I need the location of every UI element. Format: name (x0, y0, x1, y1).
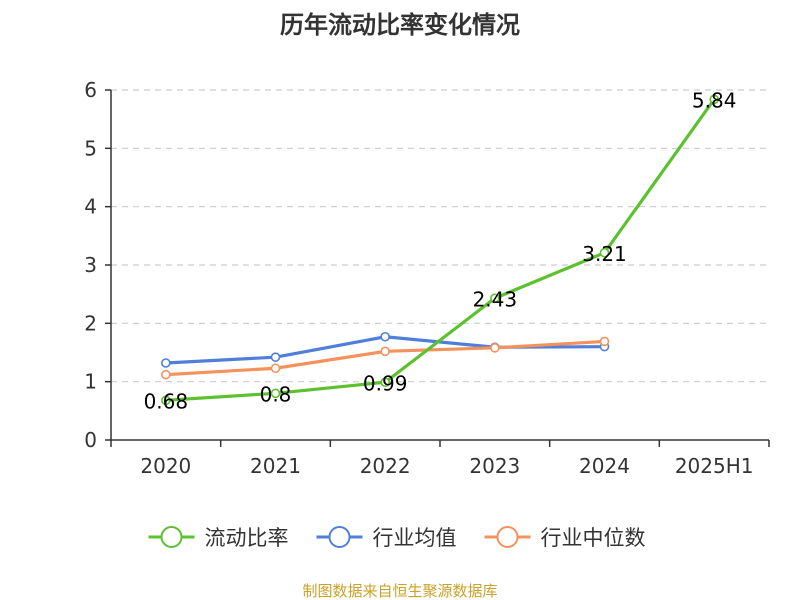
legend-label: 行业中位数 (541, 526, 646, 550)
data-point (490, 343, 500, 353)
legend-item-0[interactable]: 流动比率 (148, 526, 289, 550)
data-point (270, 352, 281, 362)
y-tick-label: 3 (84, 253, 97, 277)
data-label: 0.8 (260, 382, 292, 406)
x-tick-label: 2021 (250, 454, 301, 478)
data-point (380, 331, 390, 342)
data-point (270, 363, 281, 374)
series-line-0 (164, 97, 716, 402)
y-tick-label: 2 (84, 311, 97, 335)
data-point (599, 336, 610, 347)
axes (110, 90, 769, 441)
data-label: 0.68 (144, 389, 189, 413)
legend-item-1[interactable]: 行业均值 (316, 526, 457, 550)
y-tick-label: 1 (84, 370, 97, 394)
grid-lines (111, 89, 769, 383)
x-tick-label: 2023 (469, 454, 520, 478)
data-label: 3.21 (582, 242, 627, 266)
legend-marker (496, 526, 519, 548)
data-point (490, 293, 500, 304)
legend-label: 行业均值 (373, 526, 457, 550)
data-point (599, 247, 610, 258)
x-tick-label: 2022 (360, 454, 411, 478)
legend[interactable]: 流动比率 行业均值 行业中位数 (148, 526, 646, 550)
x-axis-ticks: 2020 2021 2022 2023 2024 2025H1 (110, 440, 770, 478)
y-axis-ticks: 0 1 2 3 4 5 6 (84, 78, 111, 452)
x-tick-label: 2024 (579, 454, 630, 478)
x-tick-label: 2020 (140, 454, 191, 478)
chart-title: 历年流动比率变化情况 (280, 11, 520, 39)
data-point (161, 369, 171, 380)
data-label: 0.99 (363, 371, 408, 395)
data-labels: 0.68 0.8 0.99 2.43 3.21 5.84 (144, 88, 737, 413)
legend-marker (160, 526, 183, 548)
data-point (380, 377, 390, 388)
y-tick-label: 0 (84, 428, 97, 452)
data-label: 5.84 (692, 88, 737, 112)
legend-item-2[interactable]: 行业中位数 (484, 526, 646, 550)
legend-marker (328, 526, 351, 548)
data-point (380, 346, 390, 357)
data-point (161, 395, 171, 406)
source-note: 制图数据来自恒生聚源数据库 (302, 582, 497, 600)
data-label: 2.43 (473, 287, 518, 311)
data-point (161, 358, 171, 368)
series-group (161, 94, 719, 406)
x-tick-label: 2025H1 (675, 454, 754, 478)
y-tick-label: 6 (84, 78, 97, 102)
legend-label: 流动比率 (205, 526, 289, 550)
data-point (709, 94, 719, 105)
data-point (270, 388, 281, 399)
y-tick-label: 5 (84, 136, 97, 160)
y-tick-label: 4 (84, 195, 97, 219)
